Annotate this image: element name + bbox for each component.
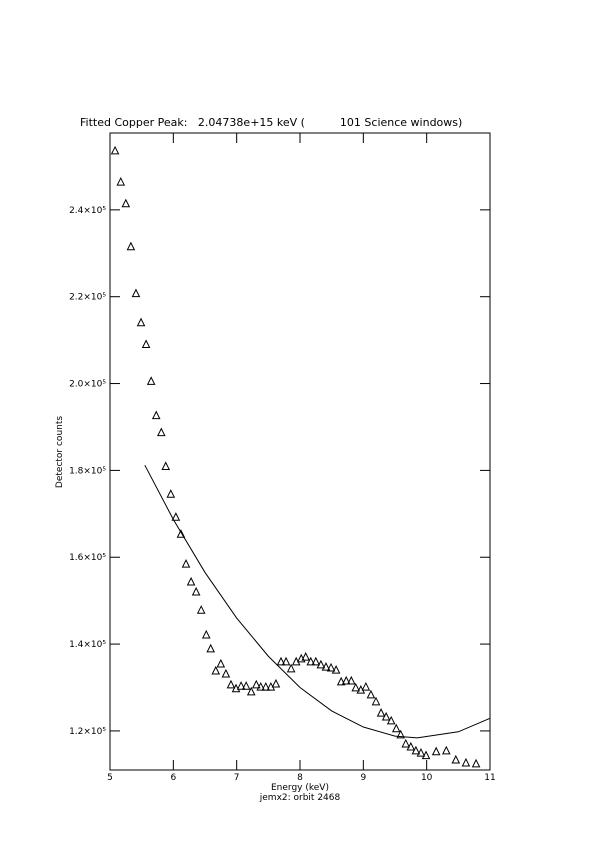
data-point bbox=[201, 629, 211, 639]
subtitle: jemx2: orbit 2468 bbox=[259, 793, 341, 803]
data-point bbox=[176, 529, 186, 538]
data-point bbox=[131, 288, 141, 298]
y-tick-label: 1.4×10⁵ bbox=[69, 640, 106, 650]
data-point bbox=[171, 512, 181, 521]
data-point bbox=[256, 681, 266, 691]
data-point bbox=[196, 605, 206, 614]
data-point bbox=[451, 754, 461, 764]
data-point bbox=[221, 668, 231, 678]
data-point bbox=[386, 715, 396, 725]
data-point bbox=[166, 489, 176, 498]
data-point bbox=[376, 707, 386, 717]
data-point bbox=[366, 689, 376, 699]
y-axis-label: Detector counts bbox=[55, 416, 65, 488]
data-point bbox=[341, 675, 351, 685]
data-point bbox=[151, 410, 161, 420]
y-tick-label: 2.4×10⁵ bbox=[69, 206, 106, 216]
data-point bbox=[361, 681, 371, 691]
data-point bbox=[116, 176, 126, 186]
data-point bbox=[226, 679, 236, 689]
data-point bbox=[296, 653, 306, 663]
data-point bbox=[336, 676, 346, 686]
x-tick-label: 7 bbox=[234, 773, 240, 783]
x-axis-label: Energy (keV) bbox=[271, 783, 329, 793]
data-point bbox=[191, 586, 201, 596]
data-point bbox=[401, 738, 411, 748]
data-point bbox=[471, 758, 481, 768]
data-point bbox=[306, 656, 316, 666]
data-point bbox=[110, 145, 120, 155]
data-point bbox=[276, 656, 286, 666]
data-point bbox=[181, 559, 191, 568]
data-point bbox=[311, 656, 321, 666]
data-point bbox=[216, 658, 226, 668]
data-point bbox=[406, 741, 416, 751]
y-tick-label: 1.2×10⁵ bbox=[69, 727, 106, 737]
y-tick-label: 2.0×10⁵ bbox=[69, 380, 106, 390]
data-point bbox=[261, 681, 271, 691]
data-point bbox=[121, 198, 131, 208]
data-point bbox=[411, 745, 421, 755]
x-tick-label: 6 bbox=[170, 773, 176, 783]
y-tick-label: 1.6×10⁵ bbox=[69, 553, 106, 563]
x-tick-label: 8 bbox=[297, 773, 303, 783]
data-point bbox=[431, 746, 441, 756]
data-point bbox=[246, 686, 256, 696]
data-point bbox=[206, 643, 216, 653]
data-point bbox=[461, 757, 471, 767]
data-point bbox=[156, 427, 166, 437]
data-point bbox=[211, 665, 221, 675]
y-tick-label: 1.8×10⁵ bbox=[69, 466, 106, 476]
plot-frame bbox=[109, 132, 491, 771]
data-point bbox=[236, 681, 246, 690]
data-point bbox=[391, 723, 401, 733]
data-point bbox=[396, 729, 406, 739]
data-point bbox=[441, 745, 451, 755]
data-point bbox=[316, 659, 326, 669]
data-point bbox=[381, 711, 391, 721]
fit-curve bbox=[144, 464, 491, 739]
y-tick-label: 2.2×10⁵ bbox=[69, 293, 106, 303]
data-point bbox=[416, 747, 426, 757]
data-point bbox=[241, 681, 251, 690]
x-tick-label: 5 bbox=[107, 773, 113, 783]
data-point bbox=[301, 651, 311, 661]
data-point bbox=[161, 461, 171, 470]
data-point bbox=[326, 662, 336, 672]
data-point bbox=[271, 678, 281, 688]
data-point bbox=[286, 663, 296, 673]
data-point bbox=[136, 317, 146, 327]
data-point bbox=[351, 682, 361, 692]
x-tick-label: 11 bbox=[484, 773, 495, 783]
x-tick-label: 9 bbox=[360, 773, 366, 783]
data-point bbox=[421, 750, 431, 760]
x-tick-label: 10 bbox=[421, 773, 433, 783]
data-point bbox=[186, 576, 196, 586]
data-point bbox=[126, 241, 136, 251]
data-point bbox=[321, 661, 331, 671]
data-point bbox=[281, 656, 291, 666]
chart-title: Fitted Copper Peak: 2.04738e+15 keV ( 10… bbox=[80, 116, 462, 129]
data-point bbox=[371, 696, 381, 706]
data-point bbox=[331, 665, 341, 674]
data-point bbox=[251, 679, 261, 689]
data-point bbox=[141, 339, 151, 348]
data-point bbox=[146, 376, 156, 385]
data-point bbox=[346, 675, 356, 685]
